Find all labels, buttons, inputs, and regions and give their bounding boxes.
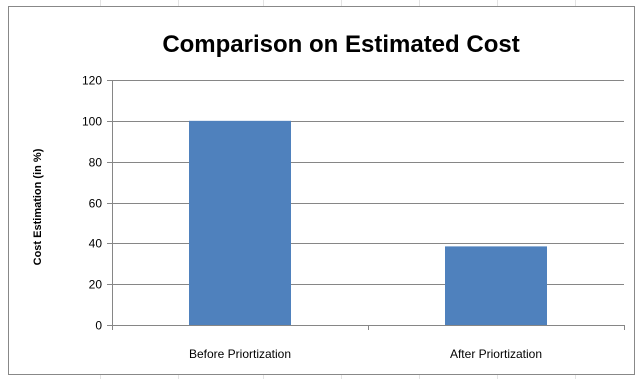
bars <box>189 120 547 325</box>
axes <box>112 80 624 330</box>
chart-title: Comparison on Estimated Cost <box>162 31 519 58</box>
y-axis-label: Cost Estimation (in %) <box>32 148 44 265</box>
y-tick-label: 100 <box>82 115 102 129</box>
y-tick-labels: 0 20 40 60 80 100 120 <box>82 74 102 333</box>
y-tick-label: 40 <box>89 237 103 251</box>
x-tick-label: Before Priortization <box>189 347 291 361</box>
y-tick-label: 80 <box>89 156 103 170</box>
x-tick-label: After Priortization <box>450 347 542 361</box>
y-tick-label: 0 <box>95 319 102 333</box>
y-tick-label: 60 <box>89 197 103 211</box>
chart-area[interactable]: Comparison on Estimated Cost Cost Estima… <box>8 6 635 375</box>
bar-chart: Comparison on Estimated Cost Cost Estima… <box>32 31 625 361</box>
y-tick-label: 20 <box>89 278 103 292</box>
bar <box>189 120 291 325</box>
y-tick-label: 120 <box>82 74 102 88</box>
x-tick-labels: Before Priortization After Priortization <box>189 325 625 361</box>
bar <box>445 246 547 325</box>
